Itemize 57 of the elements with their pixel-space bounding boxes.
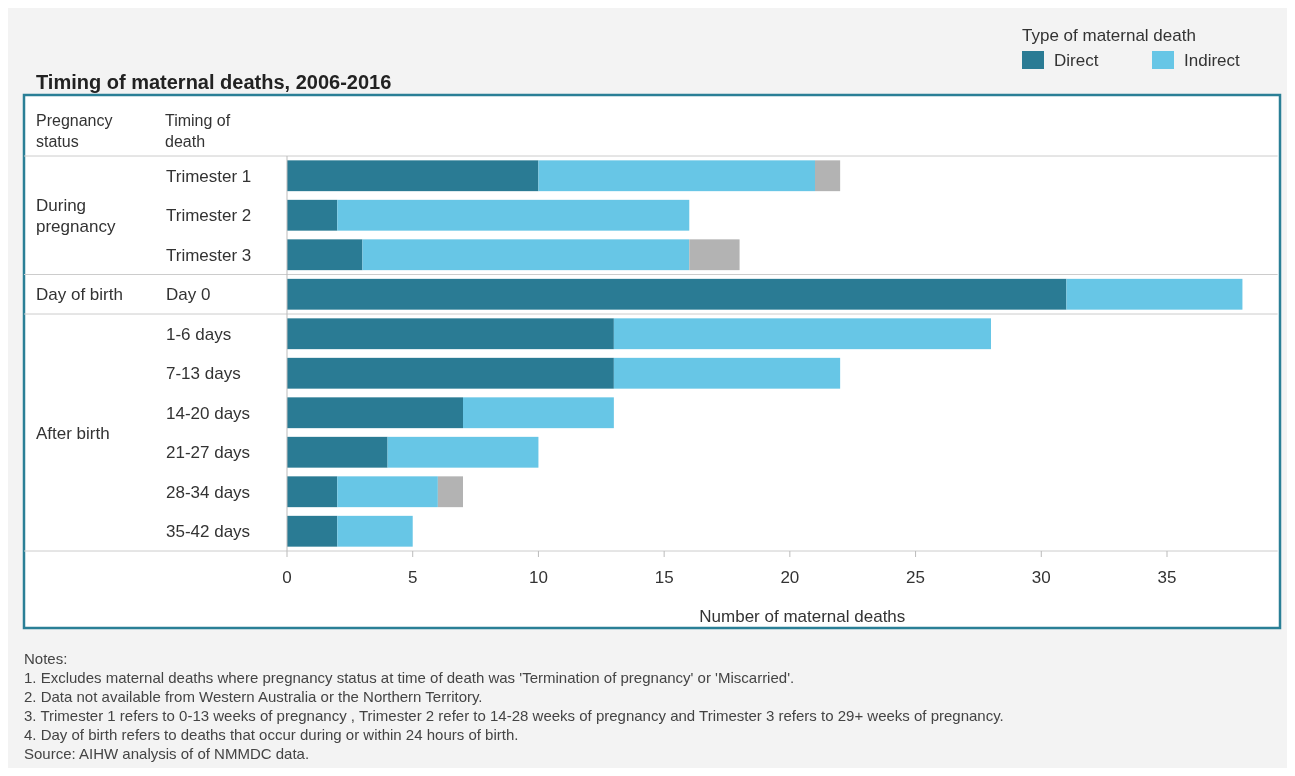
y-tick-label: 35-42 days [166, 522, 251, 542]
text: Pregnancy status [36, 112, 113, 150]
bar [387, 436, 539, 468]
source-note: Source: AIHW analysis of of NMMDC data. [24, 745, 310, 762]
bar [287, 160, 539, 192]
x-tick-label: 30 [1031, 568, 1051, 587]
bar [287, 239, 363, 271]
x-tick-label: 10 [528, 568, 548, 587]
y-tick-label: 14-20 days [166, 403, 251, 423]
text: 4. Day of birth refers to deaths that occur during or within 24 hours of birth. [24, 726, 519, 743]
bar [287, 357, 614, 389]
bar [538, 160, 815, 192]
bar [287, 515, 338, 547]
y-tick-label: 21-27 days [166, 443, 251, 463]
bar [337, 515, 413, 547]
bar [613, 318, 991, 350]
legend-label: Direct [1054, 51, 1099, 70]
x-tick-label: 35 [1157, 568, 1177, 587]
text: 3. Trimester 1 refers to 0-13 weeks of pregnancy , Trimester 2 refer to 14-28 weeks of pregnancy and Trimester 3 refers to 29+ weeks of pregnancy. [24, 707, 1004, 724]
text: After birth [36, 423, 110, 443]
text: Day of birth [36, 285, 123, 305]
bar [437, 476, 463, 508]
chart-title: Timing of maternal deaths, 2006-2016 [36, 71, 392, 93]
x-tick-label: 25 [906, 568, 926, 587]
x-tick-label: 5 [407, 568, 418, 587]
text: Timing of death [165, 112, 231, 150]
y-tick-label: 1-6 days [166, 324, 232, 344]
y-tick-label: Trimester 1 [166, 166, 252, 186]
y-tick-label: Trimester 2 [166, 206, 252, 226]
y-tick-label: Trimester 3 [166, 245, 252, 265]
y-tick-label: 7-13 days [166, 364, 241, 384]
bar [287, 278, 1067, 310]
x-tick-label: 20 [780, 568, 800, 587]
bar [1066, 278, 1243, 310]
y-tick-label: 28-34 days [166, 482, 251, 502]
y-tick-label: Day 0 [166, 285, 211, 305]
bar [613, 357, 841, 389]
bar [287, 476, 338, 508]
bar [287, 436, 388, 468]
bar [463, 397, 614, 429]
bar [287, 199, 338, 231]
bar [362, 239, 690, 271]
legend-label: Indirect [1184, 51, 1241, 70]
x-tick-label: 15 [654, 568, 674, 587]
bar [337, 476, 438, 508]
text: During pregnancy [36, 195, 116, 236]
x-axis-title: Number of maternal deaths [699, 607, 906, 626]
text: Notes: [24, 650, 68, 667]
bar [337, 199, 690, 231]
legend-title: Type of maternal death [1022, 26, 1196, 45]
text: 2. Data not available from Western Australia or the Northern Territory. [24, 688, 483, 705]
bar [287, 318, 614, 350]
text: 1. Excludes maternal deaths where pregnancy status at time of death was 'Termination of pregnancy' or 'Miscarried'. [24, 669, 795, 686]
bar [815, 160, 841, 192]
bar [287, 397, 463, 429]
x-tick-label: 0 [282, 568, 292, 587]
bar [689, 239, 740, 271]
